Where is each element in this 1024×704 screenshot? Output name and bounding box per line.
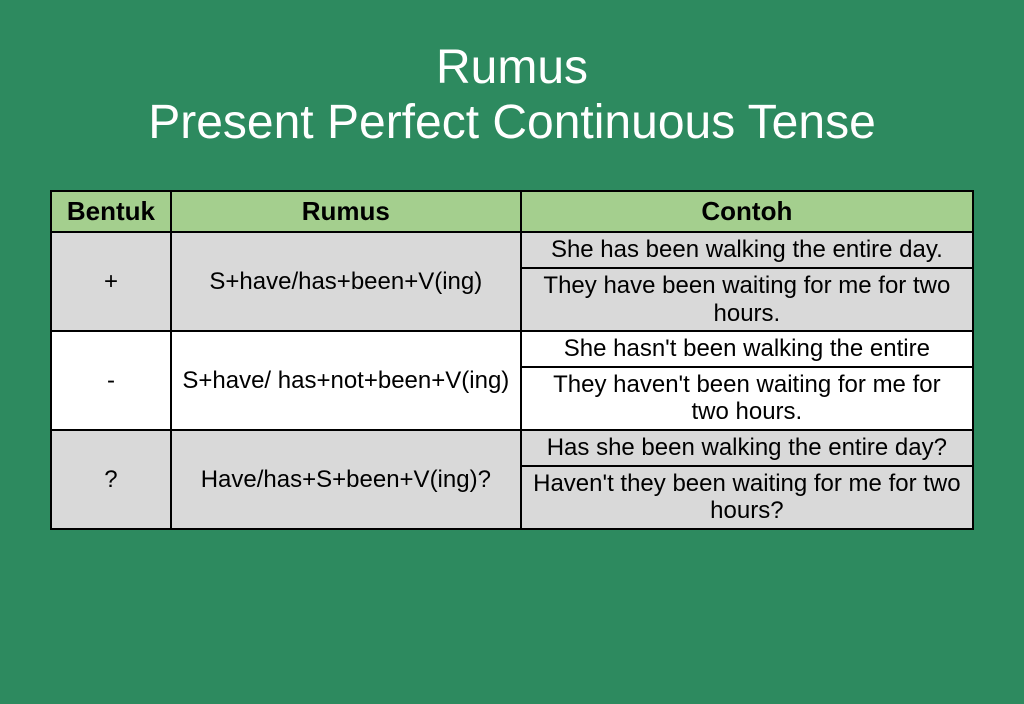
cell-contoh: She has been walking the entire day.	[521, 232, 973, 268]
title-line1: Rumus	[148, 40, 876, 95]
cell-bentuk: ?	[51, 430, 171, 529]
cell-rumus: S+have/has+been+V(ing)	[171, 232, 521, 331]
table-row: + S+have/has+been+V(ing) She has been wa…	[51, 232, 973, 268]
cell-rumus: S+have/ has+not+been+V(ing)	[171, 331, 521, 430]
col-header-rumus: Rumus	[171, 191, 521, 232]
cell-contoh: She hasn't been walking the entire	[521, 331, 973, 367]
title-line2: Present Perfect Continuous Tense	[148, 95, 876, 150]
tense-table: Bentuk Rumus Contoh + S+have/has+been+V(…	[50, 190, 974, 529]
col-header-bentuk: Bentuk	[51, 191, 171, 232]
cell-rumus: Have/has+S+been+V(ing)?	[171, 430, 521, 529]
table-header-row: Bentuk Rumus Contoh	[51, 191, 973, 232]
table-row: ? Have/has+S+been+V(ing)? Has she been w…	[51, 430, 973, 466]
cell-contoh: They have been waiting for me for two ho…	[521, 268, 973, 331]
cell-contoh: They haven't been waiting for me for two…	[521, 367, 973, 430]
col-header-contoh: Contoh	[521, 191, 973, 232]
table-row: - S+have/ has+not+been+V(ing) She hasn't…	[51, 331, 973, 367]
cell-contoh: Haven't they been waiting for me for two…	[521, 466, 973, 529]
cell-contoh: Has she been walking the entire day?	[521, 430, 973, 466]
cell-bentuk: +	[51, 232, 171, 331]
page-title: Rumus Present Perfect Continuous Tense	[148, 40, 876, 150]
cell-bentuk: -	[51, 331, 171, 430]
